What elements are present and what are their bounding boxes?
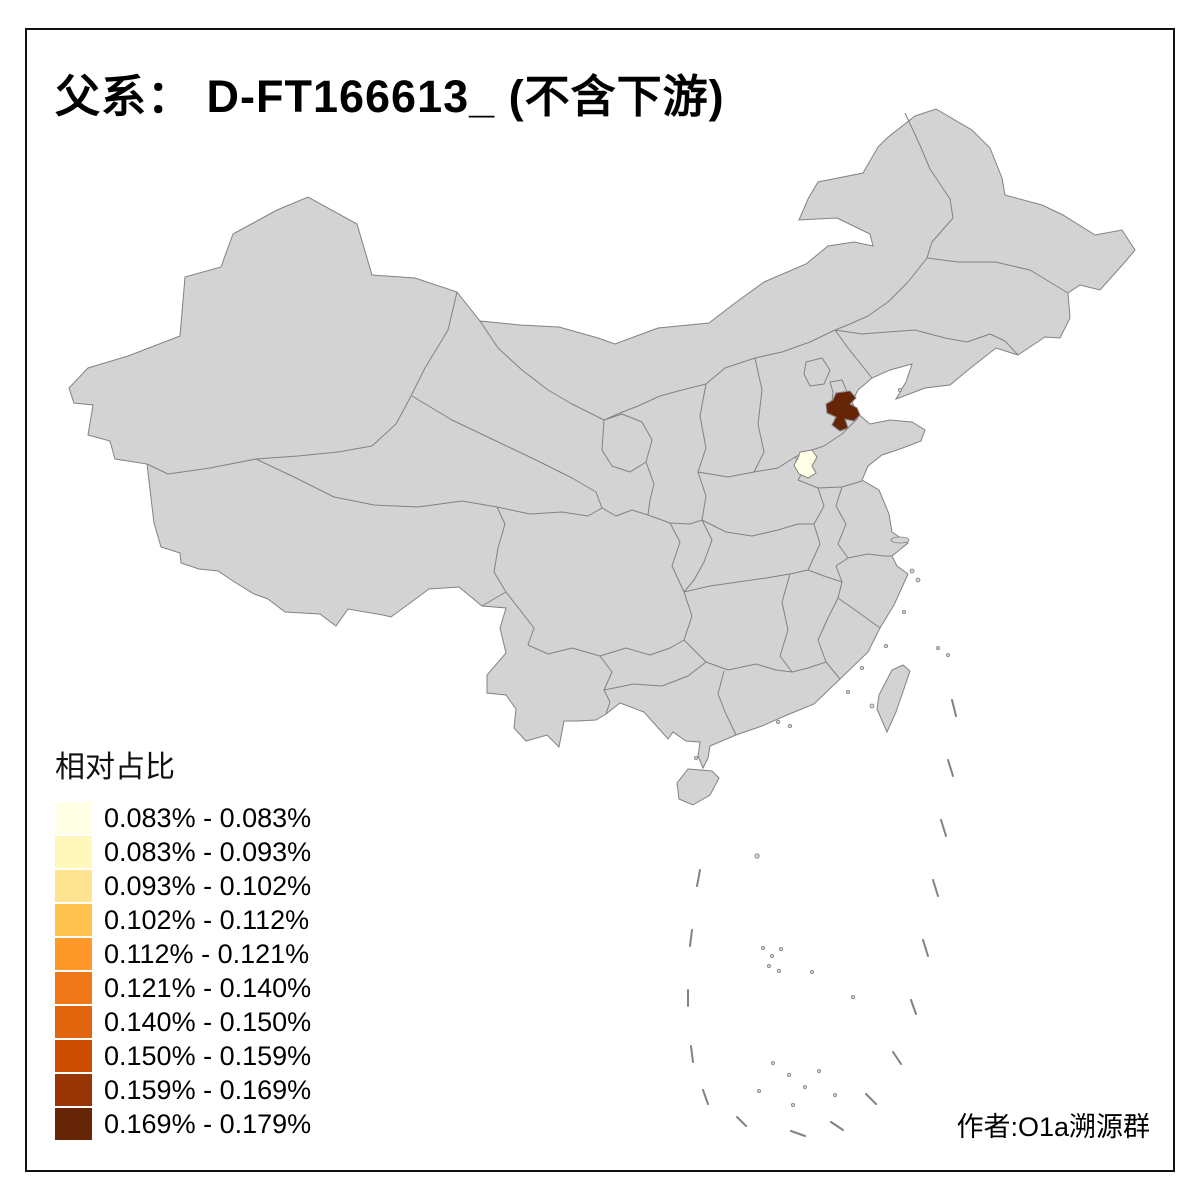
legend-item: 0.159% - 0.169% xyxy=(55,1074,311,1106)
legend-item: 0.140% - 0.150% xyxy=(55,1006,311,1038)
legend-label: 0.121% - 0.140% xyxy=(104,973,312,1003)
highlight-region-dark xyxy=(825,390,861,432)
legend-item: 0.112% - 0.121% xyxy=(55,938,311,970)
highlight-region-pale xyxy=(793,449,818,479)
legend-item: 0.121% - 0.140% xyxy=(55,972,311,1004)
highlighted-regions xyxy=(793,390,861,479)
legend-label: 0.159% - 0.169% xyxy=(104,1075,312,1105)
legend: 相对占比 0.083% - 0.083% 0.083% - 0.093% 0.0… xyxy=(55,742,311,1142)
legend-label: 0.150% - 0.159% xyxy=(104,1041,312,1071)
legend-swatch xyxy=(55,802,92,834)
legend-swatch xyxy=(55,1074,92,1106)
legend-item: 0.169% - 0.179% xyxy=(55,1108,311,1140)
legend-item: 0.093% - 0.102% xyxy=(55,870,311,902)
legend-swatch xyxy=(55,1040,92,1072)
legend-item: 0.083% - 0.083% xyxy=(55,802,311,834)
sea-islands xyxy=(694,387,951,1108)
legend-item: 0.150% - 0.159% xyxy=(55,1040,311,1072)
legend-label: 0.093% - 0.102% xyxy=(104,871,312,901)
legend-title: 相对占比 xyxy=(55,751,175,784)
legend-label: 0.169% - 0.179% xyxy=(104,1109,312,1139)
legend-label: 0.083% - 0.093% xyxy=(104,837,312,867)
hainan-island xyxy=(676,768,720,806)
legend-swatch xyxy=(55,1108,92,1140)
page-title: 父系： D-FT166613_ (不含下游) xyxy=(55,71,725,122)
legend-swatch xyxy=(55,904,92,936)
legend-swatch xyxy=(55,938,92,970)
legend-label: 0.102% - 0.112% xyxy=(104,905,310,935)
legend-swatch xyxy=(55,972,92,1004)
legend-swatch xyxy=(55,870,92,902)
legend-item: 0.102% - 0.112% xyxy=(55,904,311,936)
province-borders xyxy=(146,112,1069,736)
author-credit: 作者:O1a溯源群 xyxy=(956,1112,1150,1142)
legend-label: 0.083% - 0.083% xyxy=(104,803,312,833)
legend-item: 0.083% - 0.093% xyxy=(55,836,311,868)
country-outline xyxy=(68,108,1136,806)
taiwan-island xyxy=(876,664,911,734)
legend-label: 0.112% - 0.121% xyxy=(104,939,310,969)
legend-swatch xyxy=(55,836,92,868)
legend-label: 0.140% - 0.150% xyxy=(104,1007,312,1037)
legend-swatch xyxy=(55,1006,92,1038)
beijing-border xyxy=(803,357,831,387)
nine-dash-line xyxy=(687,699,957,1137)
